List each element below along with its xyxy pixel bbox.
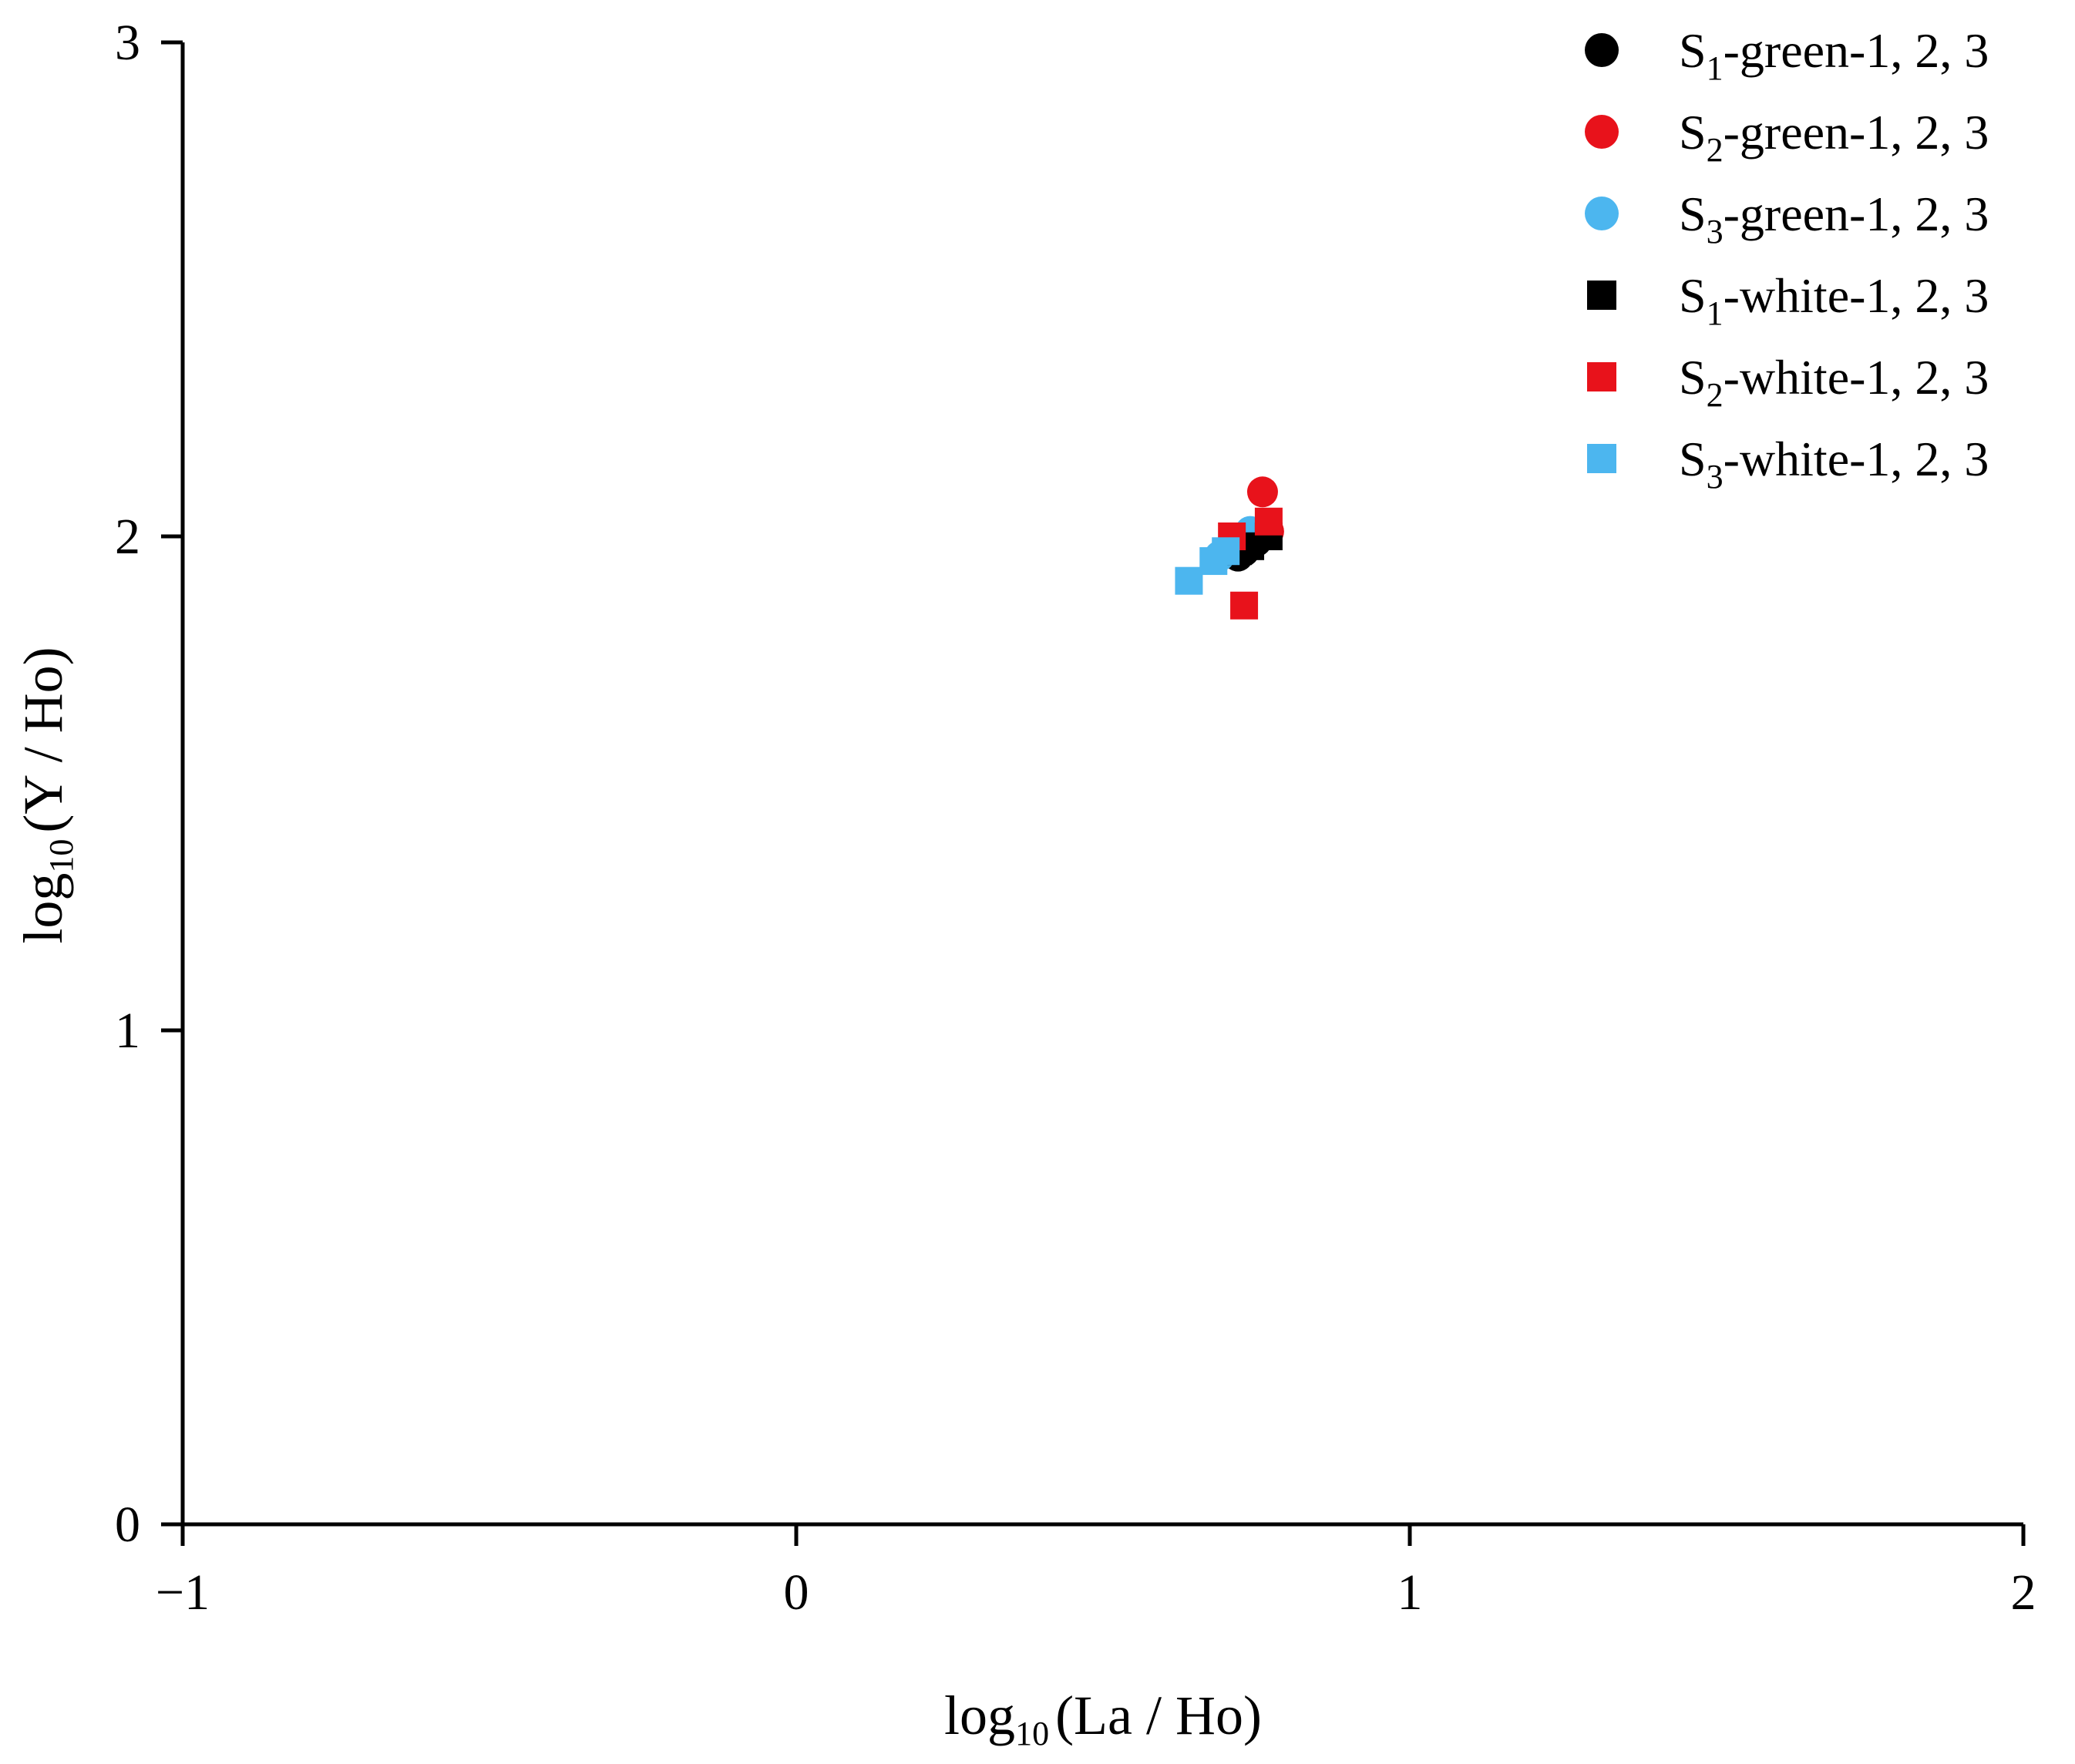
y-axis-label-rest: (Y / Ho) xyxy=(12,647,74,832)
legend-label: S3-white-1, 2, 3 xyxy=(1679,432,1989,496)
point-5-square xyxy=(1230,591,1259,620)
legend-marker-circle xyxy=(1585,115,1619,149)
y-axis-label-main: log xyxy=(12,873,74,944)
y-axis-label-sub: 10 xyxy=(42,839,80,873)
legend-label: S3-green-1, 2, 3 xyxy=(1679,186,1989,250)
legend-label: S1-green-1, 2, 3 xyxy=(1679,23,1989,87)
y-tick-label: 3 xyxy=(115,15,140,71)
axes xyxy=(180,42,2023,1527)
x-axis-label-sub: 10 xyxy=(1015,1715,1049,1752)
x-tick-label: 2 xyxy=(2011,1564,2036,1621)
y-ticks: 0 1 2 3 xyxy=(115,15,183,1553)
x-tick-label: −1 xyxy=(156,1564,210,1621)
x-axis-label: log10 (La / Ho) xyxy=(944,1685,1262,1752)
legend-item: S2-white-1, 2, 3 xyxy=(1587,350,1989,414)
legend-marker-square xyxy=(1587,281,1616,310)
legend-marker-square xyxy=(1587,444,1616,473)
y-tick-label: 1 xyxy=(115,1003,140,1059)
legend-item: S2-green-1, 2, 3 xyxy=(1585,105,1989,169)
legend-label: S1-white-1, 2, 3 xyxy=(1679,268,1989,332)
x-axis-label-rest: (La / Ho) xyxy=(1055,1685,1262,1746)
legend: S1-green-1, 2, 3 S2-green-1, 2, 3 S3-green… xyxy=(1585,23,1989,496)
point-6-square xyxy=(1175,566,1203,595)
legend-label: S2-green-1, 2, 3 xyxy=(1679,105,1989,169)
x-tick-label: 1 xyxy=(1397,1564,1423,1621)
data-points xyxy=(1175,476,1284,620)
point-6-square xyxy=(1212,537,1240,566)
x-tick-label: 0 xyxy=(784,1564,809,1621)
legend-item: S3-white-1, 2, 3 xyxy=(1587,432,1989,496)
legend-item: S1-white-1, 2, 3 xyxy=(1587,268,1989,332)
legend-marker-circle xyxy=(1585,33,1619,67)
legend-marker-square xyxy=(1587,362,1616,391)
point-5-square xyxy=(1254,507,1283,536)
legend-label: S2-white-1, 2, 3 xyxy=(1679,350,1989,414)
y-tick-label: 2 xyxy=(115,509,140,565)
y-axis-label: log10 (Y / Ho) xyxy=(12,647,80,943)
x-axis-label-main: log xyxy=(944,1685,1015,1746)
legend-marker-circle xyxy=(1585,197,1619,230)
y-tick-label: 0 xyxy=(115,1497,140,1553)
legend-item: S1-green-1, 2, 3 xyxy=(1585,23,1989,87)
point-2-circle xyxy=(1246,476,1278,508)
legend-item: S3-green-1, 2, 3 xyxy=(1585,186,1989,250)
x-ticks: −1 0 1 2 xyxy=(156,1524,2036,1621)
